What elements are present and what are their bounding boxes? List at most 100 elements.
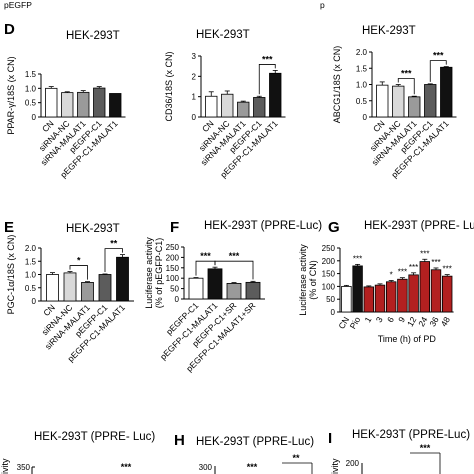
bar [188,277,204,300]
bottom-ylabel: ivity [330,458,340,474]
y-tick-label: 0 [175,295,180,304]
bottom-panel-2: H HEK-293T (PPRE-Luc) 300 *** ** [174,432,314,474]
significance-label: *** [200,251,211,261]
bar [205,95,218,118]
bottom-panel-1: HEK-293T (PPRE- Luc) 350 *** ivity [0,431,155,474]
significance-label: *** [229,251,240,261]
bar [63,272,77,302]
bar [93,87,106,118]
bar [221,93,234,118]
y-tick-label: 50 [326,295,335,304]
y-tick-label: 1.5 [25,70,37,79]
bottom-sig: *** [121,462,132,472]
bar-sig-label: *** [398,268,407,277]
y-tick-label: 100 [166,274,180,283]
y-tick-label: 1.5 [356,64,368,73]
significance-label: *** [433,51,444,61]
significance-bracket [397,78,415,95]
significance-bracket [214,260,254,280]
bar [408,96,421,118]
panel-letter-I: I [328,430,332,447]
bar [430,269,442,313]
y-tick-label: 0.5 [25,99,37,108]
y-tick-label: 100 [322,282,336,291]
panel-letter: F [170,219,179,236]
y-tick-label: 0 [192,113,197,122]
bar [397,278,408,313]
y-axis-label: ABCG1/18S (x CN) [332,46,342,124]
category-label: 12 [405,315,419,328]
y-tick-label: 0 [331,308,336,317]
x-axis-label: Time (h) of PD [378,334,437,344]
bar-sig-label: * [390,271,393,280]
significance-bracket [258,64,276,95]
y-tick-label: 150 [166,264,180,273]
bottom-ylabel: ivity [0,458,10,474]
chart-title: HEK-293T [362,25,416,37]
chart-title: HEK-293T (PPRE-Luc) [204,220,322,232]
bar [81,282,94,302]
bar [374,284,386,313]
bar-sig-label: *** [420,249,429,258]
bottom-sig-2: ** [292,453,300,463]
category-label: 1 [363,315,374,324]
bottom-panel-title: HEK-293T (PPRE-Luc) [352,429,470,441]
bar-sig-label: *** [431,258,440,267]
bottom-ytick: 200 [346,459,360,468]
bar [109,93,122,118]
bar [45,87,58,118]
bar [46,274,59,302]
y-tick-label: 150 [322,270,336,279]
bottom-panel-title: HEK-293T (PPRE- Luc) [34,431,155,443]
category-label: 3 [374,315,385,324]
panel-letter: G [328,219,340,236]
y-tick-label: 2 [192,72,197,81]
y-tick-label: 2.0 [356,48,368,57]
bar [116,256,129,302]
y-axis-label: PPAR-γ/18S (x CN) [6,56,16,134]
y-tick-label: 250 [322,244,336,253]
chart-f: F HEK-293T (PPRE-Luc)Luciferase activity(… [144,219,322,374]
y-tick-label: 0 [363,113,368,122]
top-clipped-label-right: p [320,0,325,10]
bar [341,285,352,313]
significance-bracket [429,60,447,82]
y-tick-label: 1.0 [25,84,37,93]
chart-title: HEK-293T [196,29,250,41]
bar [363,286,375,313]
y-tick-label: 1.0 [25,271,37,280]
y-tick-label: 250 [166,243,180,252]
y-tick-label: 1.5 [25,257,37,266]
y-tick-label: 2.0 [25,244,37,253]
bar [385,281,397,313]
bar-sig-label: *** [409,263,418,272]
bottom-ytick: 350 [17,463,31,472]
bottom-panel-3: I HEK-293T (PPRE-Luc) 200 *** ivity [328,429,470,474]
y-axis-label: (% of pEGFP-C1) [154,238,164,309]
top-clipped-label: pEGFP [4,0,32,10]
significance-label: *** [401,69,412,79]
bar-sig-label: *** [353,254,362,263]
chart-g: G HEK-293T (PPRE- Luc) Luciferase activity… [298,219,474,344]
significance-label: ** [110,239,118,249]
bar-sig-label: *** [443,265,452,274]
bar [408,274,419,313]
y-axis-label: PGC-1α/18S (x CN) [6,235,16,315]
bottom-ytick: 300 [199,463,213,472]
y-tick-label: 200 [166,253,180,262]
category-label: 9 [396,315,407,324]
y-axis-label: CD36/18S (x CN) [164,51,174,121]
bar [269,72,282,118]
y-tick-label: 3 [192,52,197,61]
bar [392,85,405,118]
bottom-sig: *** [420,443,431,453]
y-axis-label: (% of CN) [308,260,318,300]
bar [352,265,363,313]
y-tick-label: 0.5 [356,97,368,106]
chart-title: HEK-293T [66,223,120,235]
